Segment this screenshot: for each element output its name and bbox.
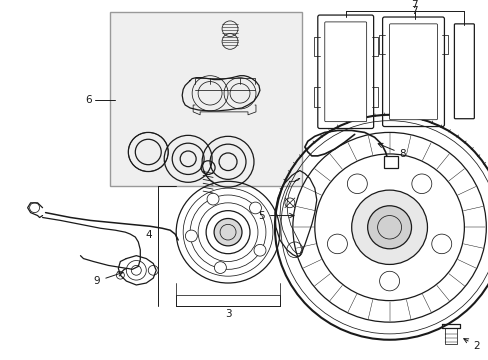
Circle shape: [253, 244, 265, 256]
Circle shape: [214, 262, 226, 274]
Circle shape: [367, 206, 411, 249]
Circle shape: [351, 190, 427, 265]
Text: 1: 1: [0, 359, 1, 360]
Text: 8: 8: [377, 143, 406, 159]
Circle shape: [214, 219, 242, 246]
Circle shape: [206, 193, 219, 205]
FancyBboxPatch shape: [382, 17, 444, 127]
Bar: [110, 12, 301, 186]
Circle shape: [379, 271, 399, 291]
Circle shape: [185, 230, 197, 242]
Circle shape: [346, 174, 366, 194]
Circle shape: [431, 234, 451, 254]
Text: 2: 2: [463, 339, 479, 351]
FancyBboxPatch shape: [317, 15, 373, 129]
Circle shape: [249, 202, 261, 214]
FancyBboxPatch shape: [389, 24, 437, 120]
Text: 5: 5: [258, 211, 293, 221]
Circle shape: [411, 174, 431, 194]
Text: 7: 7: [410, 6, 417, 16]
Text: 7: 7: [410, 0, 417, 10]
Text: 3: 3: [224, 309, 231, 319]
Bar: [383, 156, 397, 168]
Text: 6: 6: [85, 95, 92, 105]
Circle shape: [327, 234, 346, 254]
FancyBboxPatch shape: [453, 24, 473, 119]
FancyBboxPatch shape: [324, 22, 366, 122]
Text: 4: 4: [144, 230, 151, 240]
Text: 9: 9: [94, 272, 122, 286]
